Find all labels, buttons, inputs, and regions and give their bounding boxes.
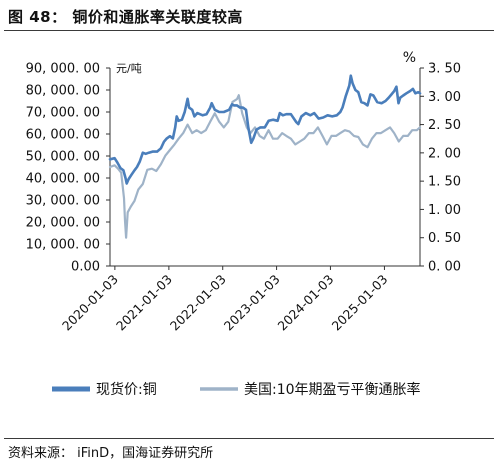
- left-tick-label: 90, 000. 00: [26, 62, 100, 77]
- x-tick-label: 2025-01-03: [329, 272, 391, 334]
- title-rule: [4, 30, 494, 31]
- left-tick-label: 50, 000. 00: [26, 150, 100, 165]
- right-tick-label: 2. 50: [428, 118, 461, 133]
- right-axis-unit: %: [403, 50, 416, 66]
- breakeven-inflation-line: [108, 94, 422, 239]
- left-tick-label: 70, 000. 00: [26, 106, 100, 121]
- right-tick-label: 3. 00: [428, 90, 461, 105]
- source-note: 资料来源： iFinD，国海证券研究所: [8, 446, 214, 461]
- right-tick-label: 0. 50: [428, 231, 461, 246]
- x-tick-label: 2024-01-03: [275, 272, 337, 334]
- left-tick-label: 30, 000. 00: [26, 194, 100, 209]
- copper-price-line: [108, 74, 422, 185]
- x-tick-label: 2023-01-03: [221, 272, 283, 334]
- left-tick-label: 20, 000. 00: [26, 216, 100, 231]
- x-tick-label: 2021-01-03: [113, 272, 175, 334]
- right-tick-label: 0. 00: [428, 260, 461, 275]
- left-axis-unit: 元/吨: [116, 62, 142, 75]
- right-tick-label: 3. 50: [428, 62, 461, 77]
- right-tick-label: 2. 00: [428, 146, 461, 161]
- left-tick-label: 80, 000. 00: [26, 84, 100, 99]
- legend-label-copper: 现货价:铜: [96, 381, 157, 398]
- source-rule: [4, 438, 494, 439]
- legend-label-inflation: 美国:10年期盈亏平衡通胀率: [244, 381, 421, 398]
- series-lines: [108, 74, 422, 239]
- x-tick-label: 2020-01-03: [59, 272, 121, 334]
- chart: 0.00 10, 000. 00 20, 000. 00 30, 000. 00 40,…: [26, 50, 462, 398]
- axis-labels: 0.00 10, 000. 00 20, 000. 00 30, 000. 00 40,…: [26, 50, 462, 333]
- left-tick-label: 10, 000. 00: [26, 238, 100, 253]
- left-tick-label: 0.00: [71, 260, 100, 275]
- left-tick-label: 40, 000. 00: [26, 172, 100, 187]
- right-tick-label: 1. 50: [428, 175, 461, 190]
- right-tick-label: 1. 00: [428, 203, 461, 218]
- legend: 现货价:铜 美国:10年期盈亏平衡通胀率: [52, 381, 421, 398]
- left-tick-label: 60, 000. 00: [26, 128, 100, 143]
- x-tick-label: 2022-01-03: [167, 272, 229, 334]
- figure-title: 图 48： 铜价和通胀率关联度较高: [8, 8, 243, 26]
